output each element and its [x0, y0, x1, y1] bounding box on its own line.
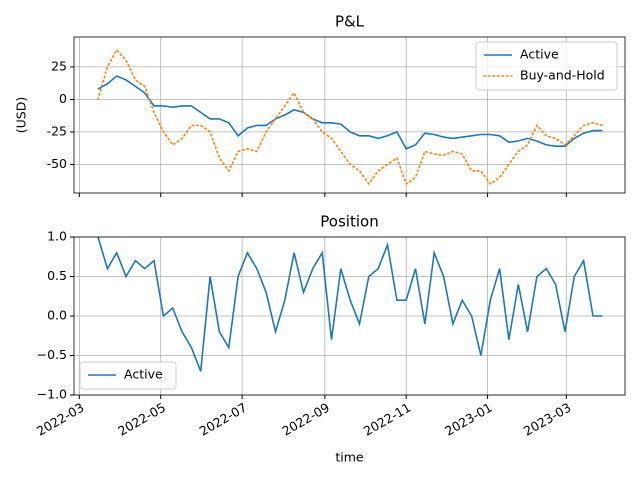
y-axis-label: (USD) — [14, 97, 29, 133]
y-tick-label: -50 — [47, 156, 67, 171]
chart-title: Position — [320, 213, 378, 231]
x-axis-label: time — [335, 450, 364, 465]
axes-frame — [73, 36, 626, 194]
chart-title: P&L — [335, 13, 365, 31]
series-line — [97, 75, 603, 150]
y-tick-label: 1.0 — [47, 229, 67, 244]
legend-box — [475, 41, 618, 91]
y-tick-label: −0.5 — [37, 347, 67, 362]
series-line — [97, 236, 603, 372]
y-tick-label: 0.5 — [47, 268, 67, 283]
y-tick-label: 0 — [59, 91, 67, 106]
series-line — [97, 48, 604, 186]
y-tick-label: -25 — [47, 123, 67, 138]
legend-label: Active — [124, 367, 163, 382]
y-tick-label: −1.0 — [37, 387, 67, 402]
axes-frame — [73, 236, 626, 396]
y-tick-label: 25 — [51, 58, 67, 73]
legend-box — [79, 361, 177, 390]
y-tick-label: 0.0 — [47, 308, 67, 323]
legend-label: Buy-and-Hold — [520, 68, 605, 83]
legend-label: Active — [520, 47, 559, 62]
